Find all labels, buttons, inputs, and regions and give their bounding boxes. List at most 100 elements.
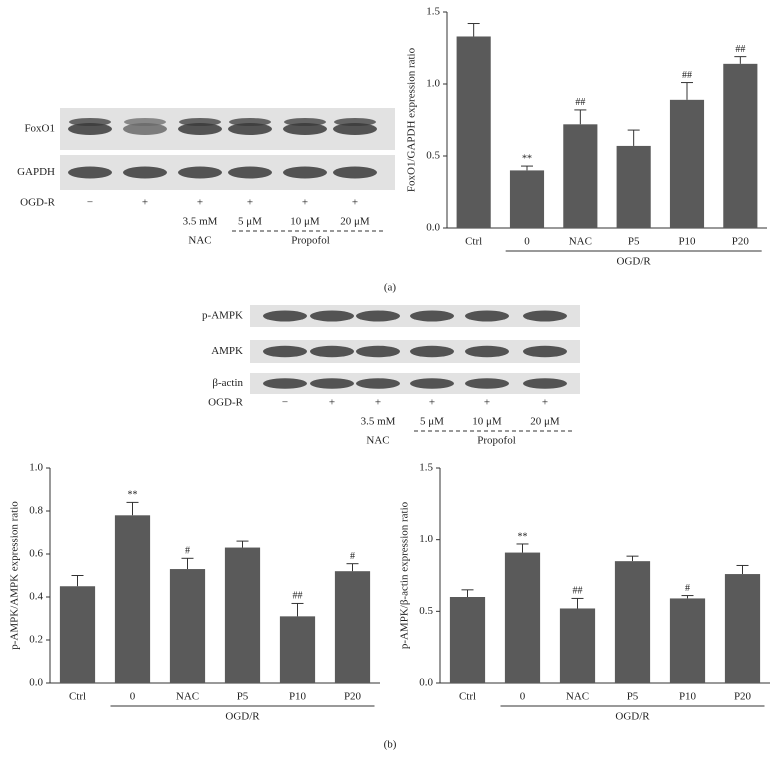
y-tick-label: 1.0 bbox=[426, 78, 440, 90]
x-tick-label: NAC bbox=[569, 236, 592, 248]
blot-band bbox=[333, 166, 377, 179]
significance: # bbox=[350, 551, 355, 562]
blot-band bbox=[228, 166, 272, 179]
group-label: OGD/R bbox=[617, 256, 652, 268]
treatment-label: OGD-R bbox=[20, 197, 55, 209]
x-tick-label: 0 bbox=[520, 691, 526, 703]
blot-band bbox=[410, 310, 454, 322]
bar bbox=[559, 608, 596, 683]
y-tick-label: 0.2 bbox=[29, 634, 43, 646]
blot-band bbox=[123, 123, 167, 135]
bar bbox=[509, 170, 545, 228]
blot-band bbox=[356, 310, 400, 322]
blot-band bbox=[229, 118, 271, 126]
blot-band bbox=[465, 345, 509, 358]
bar bbox=[504, 552, 541, 683]
y-tick-label: 1.5 bbox=[419, 462, 433, 474]
x-tick-label: Ctrl bbox=[459, 691, 476, 703]
blot-band bbox=[263, 345, 307, 358]
treatment-sign: − bbox=[282, 397, 288, 409]
treatment-sign: + bbox=[484, 397, 490, 409]
y-tick-label: 0.0 bbox=[419, 677, 433, 689]
y-tick-label: 1.0 bbox=[419, 533, 433, 545]
blot-band bbox=[68, 166, 112, 179]
drug-label: Propofol bbox=[291, 235, 330, 247]
blot-row-label: FoxO1 bbox=[24, 123, 55, 135]
blot-band bbox=[410, 378, 454, 389]
y-axis-label: p-AMPK/β-actin expression ratio bbox=[399, 501, 411, 649]
bar bbox=[456, 36, 491, 229]
drug-label: Propofol bbox=[477, 435, 516, 447]
bar bbox=[616, 145, 651, 228]
blot-band bbox=[284, 118, 326, 126]
drug-label: NAC bbox=[188, 235, 211, 247]
treatment-label: OGD-R bbox=[208, 397, 243, 409]
blot-band bbox=[356, 345, 400, 358]
x-tick-label: P10 bbox=[289, 691, 307, 703]
dose-label: 5 μM bbox=[238, 216, 262, 228]
blot-band bbox=[310, 378, 354, 389]
treatment-sign: + bbox=[142, 197, 148, 209]
blot-row-label: p-AMPK bbox=[202, 310, 243, 322]
treatment-sign: + bbox=[429, 397, 435, 409]
dose-label: 20 μM bbox=[340, 216, 370, 228]
bar bbox=[449, 597, 486, 683]
blot-band bbox=[178, 123, 222, 135]
bar bbox=[669, 598, 706, 683]
x-tick-label: P20 bbox=[734, 691, 752, 703]
treatment-sign: + bbox=[352, 197, 358, 209]
blot-band bbox=[179, 118, 221, 126]
treatment-sign: + bbox=[197, 197, 203, 209]
dose-label: 5 μM bbox=[420, 416, 444, 428]
significance: ## bbox=[682, 70, 692, 81]
bar bbox=[723, 63, 758, 229]
dose-label: 3.5 mM bbox=[183, 216, 218, 228]
y-tick-label: 0.0 bbox=[426, 222, 440, 234]
dose-label: 10 μM bbox=[290, 216, 320, 228]
bar bbox=[224, 547, 261, 683]
significance: ** bbox=[522, 153, 532, 164]
blot-band bbox=[465, 378, 509, 389]
significance: # bbox=[685, 583, 690, 594]
blot-band bbox=[523, 378, 567, 389]
blot-band bbox=[333, 123, 377, 135]
blot-row-label: AMPK bbox=[211, 345, 243, 357]
blot-band bbox=[123, 166, 167, 179]
blot-band bbox=[356, 378, 400, 389]
bar bbox=[169, 569, 206, 683]
significance: ** bbox=[518, 531, 528, 542]
bar bbox=[614, 561, 651, 683]
x-tick-label: P10 bbox=[678, 236, 696, 248]
x-tick-label: 0 bbox=[524, 236, 530, 248]
y-axis-label: p-AMPK/AMPK expression ratio bbox=[9, 501, 21, 650]
blot-band bbox=[283, 123, 327, 135]
blot-band bbox=[465, 310, 509, 322]
x-tick-label: P5 bbox=[237, 691, 249, 703]
bar bbox=[59, 586, 96, 683]
dose-label: 10 μM bbox=[472, 416, 502, 428]
x-tick-label: 0 bbox=[130, 691, 136, 703]
treatment-sign: − bbox=[87, 197, 93, 209]
blot-band bbox=[69, 118, 111, 126]
treatment-sign: + bbox=[542, 397, 548, 409]
treatment-sign: + bbox=[375, 397, 381, 409]
blot-row-label: GAPDH bbox=[17, 166, 55, 178]
group-label: OGD/R bbox=[615, 711, 650, 723]
treatment-sign: + bbox=[302, 197, 308, 209]
treatment-sign: + bbox=[247, 197, 253, 209]
blot-band bbox=[68, 123, 112, 135]
panel-label: (b) bbox=[384, 739, 397, 751]
significance: ## bbox=[575, 97, 585, 108]
x-tick-label: P10 bbox=[679, 691, 697, 703]
treatment-sign: + bbox=[329, 397, 335, 409]
y-tick-label: 0.6 bbox=[29, 548, 43, 560]
y-tick-label: 0.4 bbox=[29, 591, 43, 603]
bar bbox=[334, 571, 371, 683]
significance: ## bbox=[735, 44, 745, 55]
bar bbox=[724, 574, 761, 683]
panel-label: (a) bbox=[384, 282, 397, 294]
group-label: OGD/R bbox=[225, 711, 260, 723]
significance: ## bbox=[573, 586, 583, 597]
y-tick-label: 0.0 bbox=[29, 677, 43, 689]
